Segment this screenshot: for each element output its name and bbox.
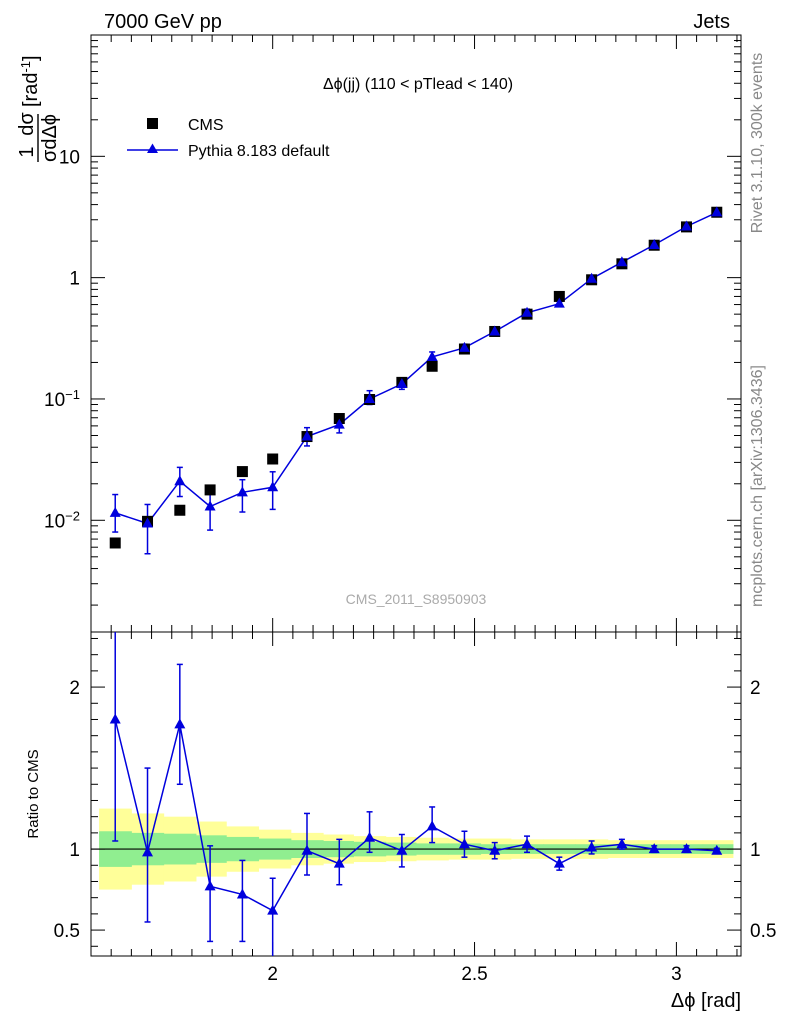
rivet-label: Rivet 3.1.10, 300k events bbox=[749, 53, 766, 234]
mc-point bbox=[521, 306, 533, 317]
mc-point bbox=[142, 517, 154, 528]
ratio-point bbox=[204, 880, 216, 891]
data-point bbox=[204, 484, 216, 496]
ratio-point bbox=[521, 838, 533, 849]
mc-series bbox=[112, 210, 720, 555]
mc-point bbox=[586, 272, 598, 283]
legend: CMS Pythia 8.183 default bbox=[127, 117, 330, 160]
xtick-label: 2.5 bbox=[461, 964, 487, 985]
ratio-panel: 0.5 0.5 1 1 2 2 2 2.5 3 Ratio to CMS Δϕ [rad] bbox=[25, 631, 777, 1012]
mc-point bbox=[333, 418, 345, 429]
data-point bbox=[236, 466, 248, 478]
mc-point bbox=[616, 256, 628, 267]
svg-text:[rad-1]: [rad-1] bbox=[18, 55, 43, 107]
main-ytick-label: 10−1 bbox=[44, 386, 80, 411]
legend-label-pythia: Pythia 8.183 default bbox=[188, 143, 330, 160]
ratio-point bbox=[109, 713, 121, 724]
mc-point bbox=[680, 220, 692, 231]
ratio-ytick-label-right: 0.5 bbox=[750, 921, 776, 942]
analysis-watermark: CMS_2011_S8950903 bbox=[346, 591, 487, 607]
ratio-ytick-label: 2 bbox=[69, 678, 80, 699]
ratio-ytick-label-right: 2 bbox=[750, 678, 761, 699]
svg-text:1: 1 bbox=[16, 146, 38, 157]
mc-point bbox=[711, 206, 723, 217]
ratio-point bbox=[458, 838, 470, 849]
data-point bbox=[553, 290, 565, 302]
legend-label-cms: CMS bbox=[188, 117, 224, 134]
ratio-axis-ticks bbox=[90, 632, 741, 956]
mc-point bbox=[301, 430, 313, 441]
data-point bbox=[109, 537, 121, 549]
mc-point bbox=[648, 238, 660, 249]
main-ytick-label: 10−2 bbox=[44, 508, 80, 533]
main-ylabel: 1 dσ σdΔϕ [rad-1] bbox=[16, 55, 61, 162]
ratio-ylabel: Ratio to CMS bbox=[25, 749, 42, 838]
ratio-ytick-label: 1 bbox=[69, 840, 80, 861]
ratio-point bbox=[333, 857, 345, 868]
data-point bbox=[267, 453, 279, 465]
header-left-title: 7000 GeV pp bbox=[104, 11, 222, 33]
xtick-label: 3 bbox=[671, 964, 682, 985]
main-axis-ticks bbox=[90, 35, 741, 632]
mc-point bbox=[236, 486, 248, 497]
ratio-point bbox=[267, 904, 279, 915]
ratio-point bbox=[680, 843, 692, 854]
xtick-label: 2 bbox=[267, 964, 278, 985]
ratio-point bbox=[426, 820, 438, 831]
main-plot-title: Δϕ(jj) (110 < pTlead < 140) bbox=[323, 76, 513, 93]
mc-point bbox=[489, 325, 501, 336]
data-point bbox=[333, 413, 345, 425]
ratio-ytick-label-right: 1 bbox=[750, 840, 761, 861]
main-ytick-labels: 10−2 10−1 1 10 bbox=[44, 147, 80, 532]
legend-marker-pythia bbox=[147, 143, 158, 153]
ratio-point bbox=[586, 841, 598, 852]
ratio-point bbox=[616, 838, 628, 849]
svg-text:dσ: dσ bbox=[16, 112, 38, 136]
mc-point bbox=[396, 377, 408, 388]
ratio-point bbox=[489, 844, 501, 855]
mc-point bbox=[426, 350, 438, 361]
mc-point bbox=[204, 500, 216, 511]
x-axis-label: Δϕ [rad] bbox=[671, 990, 741, 1012]
mc-point bbox=[174, 475, 186, 486]
mc-point bbox=[109, 506, 121, 517]
ratio-point bbox=[711, 844, 723, 855]
ratio-frame bbox=[90, 631, 742, 957]
ratio-ytick-label: 0.5 bbox=[54, 921, 80, 942]
ratio-point bbox=[236, 888, 248, 899]
legend-marker-cms bbox=[147, 118, 158, 129]
mc-point bbox=[553, 297, 565, 308]
ratio-point bbox=[648, 843, 660, 854]
data-series bbox=[109, 206, 723, 549]
ratio-mc-series bbox=[109, 632, 723, 956]
ratio-point bbox=[396, 844, 408, 855]
ratio-line bbox=[114, 719, 717, 912]
mc-point bbox=[458, 341, 470, 352]
ratio-point bbox=[364, 831, 376, 842]
mcplots-label: mcplots.cern.ch [arXiv:1306.3436] bbox=[749, 365, 766, 607]
ratio-point bbox=[174, 718, 186, 729]
data-point bbox=[426, 360, 438, 372]
header-right-title: Jets bbox=[693, 11, 730, 33]
main-ytick-label: 10 bbox=[59, 147, 80, 168]
main-ytick-label: 1 bbox=[69, 269, 80, 290]
ratio-point bbox=[301, 844, 313, 855]
ratio-tick-labels: 0.5 0.5 1 1 2 2 2 2.5 3 bbox=[54, 678, 777, 985]
data-point bbox=[174, 504, 186, 516]
main-panel: Δϕ(jj) (110 < pTlead < 140) CMS_2011_S89… bbox=[16, 34, 742, 633]
mc-point bbox=[267, 481, 279, 492]
svg-text:σdΔϕ: σdΔϕ bbox=[39, 114, 61, 162]
ratio-point bbox=[142, 846, 154, 857]
ratio-point bbox=[553, 857, 565, 868]
mc-point bbox=[364, 392, 376, 403]
